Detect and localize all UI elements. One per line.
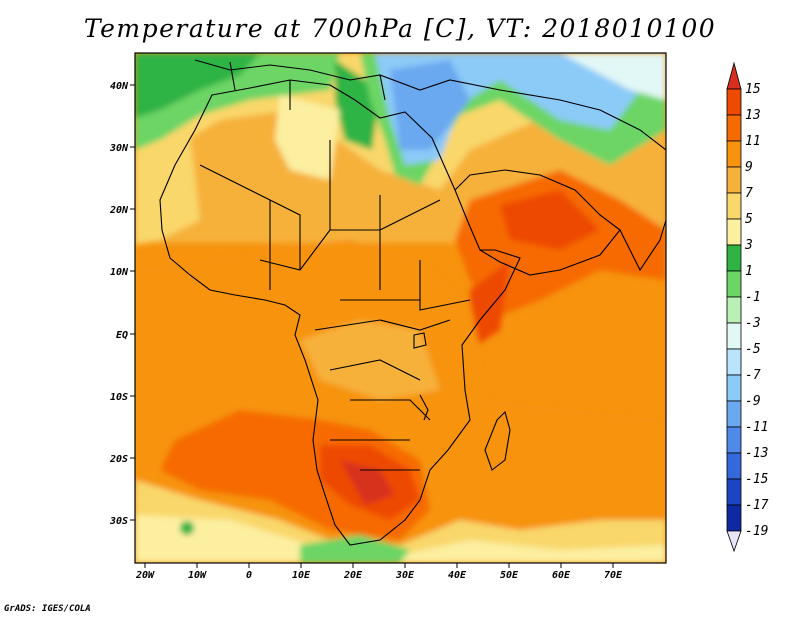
map-title: Temperature at 700hPa [C], VT: 201801010… xyxy=(83,14,717,43)
colorbar-segment xyxy=(726,244,742,272)
colorbar-segment xyxy=(726,478,742,506)
lat-label: 30S xyxy=(109,516,128,527)
colorbar-label: -15 xyxy=(745,472,769,487)
colorbar-label: 13 xyxy=(745,108,761,123)
colorbar-segment xyxy=(726,400,742,428)
lon-label: 70E xyxy=(604,570,623,581)
country-borders xyxy=(159,59,666,546)
lon-label: 30E xyxy=(395,570,415,581)
lon-label: 50E xyxy=(500,570,519,581)
lon-label: 20E xyxy=(343,570,363,581)
colorbar-segment xyxy=(726,140,742,168)
lon-label: 10W xyxy=(188,570,207,581)
temperature-field xyxy=(135,53,666,563)
colorbar-label: 7 xyxy=(745,186,753,201)
colorbar-segment xyxy=(726,504,742,532)
colorbar-segment xyxy=(726,166,742,194)
lat-label: 10S xyxy=(110,392,128,403)
colorbar-label: -7 xyxy=(745,368,761,383)
grads-credit: GrADS: IGES/COLA xyxy=(4,604,91,614)
map-frame xyxy=(134,52,667,564)
colorbar-label: 9 xyxy=(745,160,753,175)
lon-label: 40E xyxy=(448,570,467,581)
lon-label: 0 xyxy=(246,570,252,581)
colorbar-segment xyxy=(726,426,742,454)
latitude-labels: 40N 30N 20N 10N EQ 10S 20S 30S xyxy=(109,81,129,527)
colorbar-segment xyxy=(726,374,742,402)
colorbar-labels: 15 13 11 9 7 5 3 1 -1 -3 -5 -7 -9 -11 -1… xyxy=(744,82,769,539)
colorbar-bottom-arrow xyxy=(726,530,742,553)
colorbar-segment xyxy=(726,114,742,142)
longitude-labels: 20W 10W 0 10E 20E 30E 40E 50E 60E 70E xyxy=(135,570,623,581)
colorbar-label: -3 xyxy=(745,316,761,331)
lat-label: 10N xyxy=(110,267,129,278)
lat-label: 30N xyxy=(109,143,129,154)
colorbar-segment xyxy=(726,192,742,220)
colorbar-segment xyxy=(726,348,742,376)
lat-label: 20N xyxy=(109,205,129,216)
lon-label: 10E xyxy=(292,570,311,581)
lat-label: EQ xyxy=(116,330,128,341)
colorbar-segment xyxy=(726,452,742,480)
colorbar-segment xyxy=(726,322,742,350)
colorbar-label: 5 xyxy=(745,212,753,227)
colorbar-label: 11 xyxy=(745,134,761,149)
colorbar-label: -19 xyxy=(745,524,768,539)
colorbar-segment xyxy=(726,270,742,298)
colorbar-top-arrow xyxy=(726,61,742,90)
colorbar-label: 15 xyxy=(745,82,761,97)
lat-label: 40N xyxy=(110,81,129,92)
colorbar-segment xyxy=(726,218,742,246)
colorbar-label: 1 xyxy=(745,264,753,279)
colorbar-label: 3 xyxy=(744,238,753,253)
colorbar xyxy=(726,61,742,553)
colorbar-label: -11 xyxy=(745,420,768,435)
colorbar-label: -5 xyxy=(745,342,761,357)
lon-label: 60E xyxy=(552,570,571,581)
colorbar-label: -1 xyxy=(745,290,761,305)
lon-label: 20W xyxy=(135,570,155,581)
colorbar-label: -9 xyxy=(745,394,761,409)
colorbar-label: -17 xyxy=(745,498,769,513)
colorbar-segment xyxy=(726,88,742,116)
colorbar-segment xyxy=(726,296,742,324)
colorbar-label: -13 xyxy=(745,446,768,461)
lat-label: 20S xyxy=(109,454,128,465)
